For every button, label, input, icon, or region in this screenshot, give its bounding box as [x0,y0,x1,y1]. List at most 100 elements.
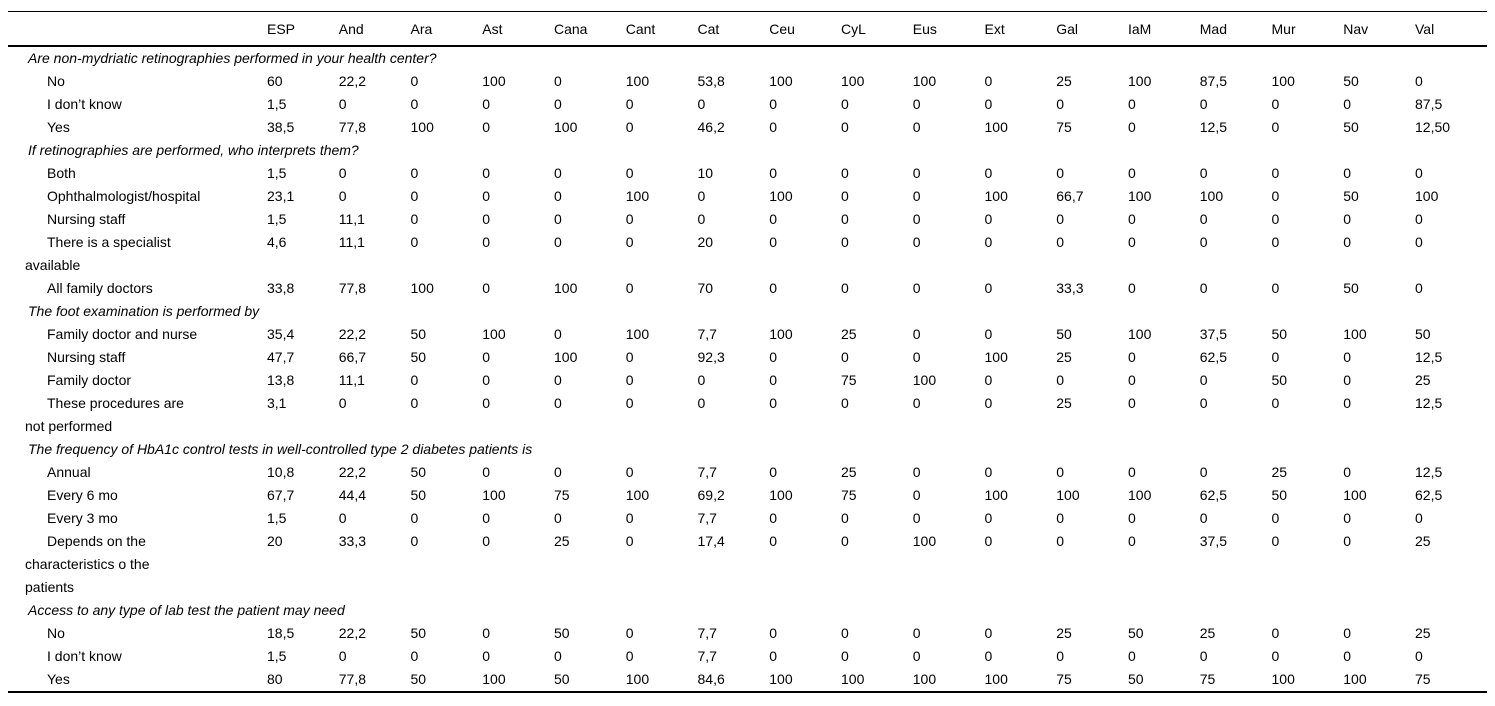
value-cell: 0 [410,234,419,250]
value-cell: 75 [554,487,570,503]
value-cell: 0 [1128,464,1136,480]
value-cell: 0 [410,188,419,204]
table-body: Are non-mydriatic retinographies perform… [8,46,1487,692]
value-cell: 0 [1271,533,1280,549]
value-cell: 0 [1343,395,1352,411]
value-cell: 0 [912,165,921,181]
value-cell: 0 [769,165,778,181]
value-cell: 100 [769,188,793,204]
value-cell: 50 [1343,119,1359,135]
value-cell: 0 [625,625,634,641]
value-cell: 0 [482,119,491,135]
value-cell: 25 [1056,395,1072,411]
table-row: Nursing staff 1,5 11,1 0 0 0 0 0 0 0 0 0 0 0 0 0 0 0 [8,208,1487,231]
value-cell: 100 [769,73,793,89]
value-cell: 100 [625,326,650,342]
value-cell: 0 [697,96,706,112]
value-cell: 0 [338,395,347,411]
value-cell: 62,5 [1199,487,1227,503]
value-cell: 100 [984,188,1008,204]
value-cell: 70 [697,280,714,296]
column-header: And [338,11,411,47]
value-cell: 0 [625,96,634,112]
value-cell: 0 [769,648,778,664]
value-cell: 84,6 [697,671,725,687]
value-cell: 0 [912,326,921,342]
value-cell: 0 [410,73,419,89]
column-header: Mur [1271,11,1344,47]
value-cell: 0 [841,165,849,181]
value-cell: 0 [625,280,634,296]
value-cell: 0 [1343,349,1352,365]
value-cell: 0 [1343,234,1352,250]
value-cell: 100 [1128,326,1152,342]
value-cell: 0 [338,510,347,526]
value-cell: 100 [1343,671,1367,687]
value-cell: 0 [1343,96,1352,112]
value-cell: 25 [841,464,857,480]
value-cell: 69,2 [697,487,725,503]
row-label: There is a specialist available [25,234,171,273]
value-cell: 12,5 [1415,349,1443,365]
value-cell: 0 [625,648,634,664]
row-label: Nursing staff [47,349,126,365]
value-cell: 25 [554,533,570,549]
value-cell: 0 [1128,119,1136,135]
value-cell: 100 [1343,326,1367,342]
value-cell: 0 [482,165,491,181]
value-cell: 0 [1128,165,1136,181]
row-label: Every 3 mo [47,510,118,526]
value-cell: 0 [1199,372,1208,388]
value-cell: 0 [1056,464,1065,480]
table-row: All family doctors 33,8 77,8 100 0 100 0 70 0 0 0 0… [8,277,1487,300]
value-cell: 25 [1271,464,1288,480]
value-cell: 87,5 [1199,73,1227,89]
value-cell: 20 [697,234,714,250]
value-cell: 100 [554,119,578,135]
value-cell: 0 [482,625,491,641]
column-header: Ext [984,11,1057,47]
table-row: Ophthalmologist/hospital 23,1 0 0 0 0 100 0 100 0… [8,185,1487,208]
value-cell: 0 [984,372,993,388]
value-cell: 77,8 [338,280,366,296]
value-cell: 0 [1056,211,1065,227]
value-cell: 0 [769,349,778,365]
value-cell: 25 [1415,533,1431,549]
value-cell: 75 [1056,119,1072,135]
value-cell: 0 [554,510,562,526]
value-cell: 0 [482,96,491,112]
value-cell: 100 [841,73,865,89]
table-row: Both 1,5 0 0 0 0 0 10 0 0 0 0 0 0 0 0 0 0 [8,162,1487,185]
value-cell: 100 [410,280,434,296]
value-cell: 0 [482,372,491,388]
value-cell: 0 [1271,648,1280,664]
value-cell: 0 [554,211,562,227]
section-title-row: Access to any type of lab test the patie… [8,599,1487,622]
column-header: Cant [625,11,698,47]
value-cell: 11,1 [338,234,365,250]
value-cell: 100 [984,487,1008,503]
value-cell: 0 [841,510,849,526]
value-cell: 75 [841,372,857,388]
table-row: Family doctor 13,8 11,1 0 0 0 0 0 0 75 100 0 0 0 0 50 0 2… [8,369,1487,392]
value-cell: 0 [1199,96,1208,112]
table-row: Depends on the characteristics o the pat… [8,530,1487,599]
value-cell: 0 [1056,533,1065,549]
value-cell: 50 [410,464,427,480]
value-cell: 0 [554,464,562,480]
value-cell: 0 [1343,648,1352,664]
value-cell: 0 [482,464,491,480]
value-cell: 75 [1056,671,1072,687]
value-cell: 80 [267,671,283,687]
value-cell: 25 [1199,625,1216,641]
value-cell: 0 [482,234,491,250]
value-cell: 25 [841,326,857,342]
value-cell: 0 [1415,234,1423,250]
value-cell: 0 [984,280,993,296]
value-cell: 0 [1271,211,1280,227]
value-cell: 0 [841,349,849,365]
value-cell: 0 [1271,234,1280,250]
value-cell: 100 [769,326,793,342]
value-cell: 0 [338,96,347,112]
value-cell: 100 [554,280,578,296]
